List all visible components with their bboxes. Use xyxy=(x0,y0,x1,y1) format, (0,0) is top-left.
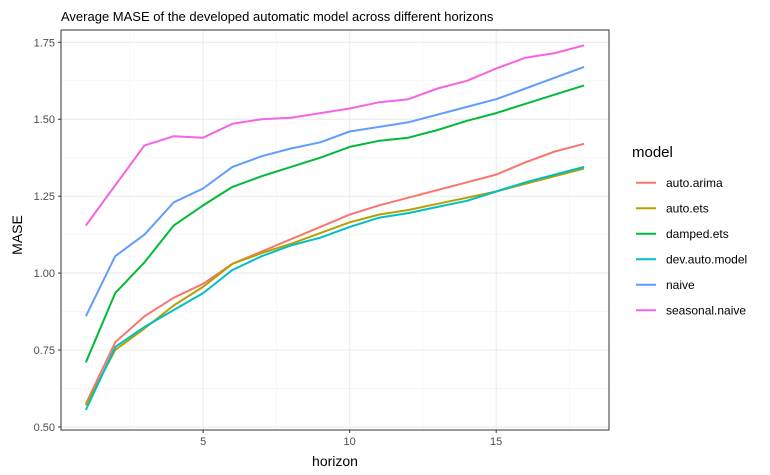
series-line-damped-ets xyxy=(84,84,585,363)
series-line-dev-auto-model xyxy=(84,165,585,411)
series-lines xyxy=(84,44,585,411)
y-axis-label: MASE xyxy=(9,215,25,255)
legend-label: damped.ets xyxy=(666,227,729,241)
y-tick-label: 1.50 xyxy=(34,114,55,126)
y-tick-label: 0.75 xyxy=(34,345,55,357)
x-axis: 5 10 15 xyxy=(200,430,502,448)
plot-panel xyxy=(60,29,610,431)
x-tick-label: 10 xyxy=(344,436,356,448)
panel-border xyxy=(60,29,610,431)
y-tick-label: 1.75 xyxy=(34,37,55,49)
chart-title: Average MASE of the developed automatic … xyxy=(61,9,494,24)
legend-label: auto.ets xyxy=(666,201,709,215)
panel-background xyxy=(61,30,609,430)
series-line-seasonal-naive xyxy=(85,44,585,226)
y-axis: 0.50 0.75 1.00 1.25 1.50 1.75 xyxy=(34,37,61,434)
legend-label: seasonal.naive xyxy=(666,303,746,317)
x-tick-label: 15 xyxy=(490,436,502,448)
legend: model auto.arima auto.ets damped.ets dev.au… xyxy=(632,144,747,317)
x-axis-label: horizon xyxy=(312,453,358,469)
series-line-naive xyxy=(85,65,585,317)
series-line-auto-arima xyxy=(84,142,585,405)
legend-label: auto.arima xyxy=(666,176,723,190)
legend-label: dev.auto.model xyxy=(666,252,747,266)
y-tick-label: 1.25 xyxy=(34,191,55,203)
legend-label: naive xyxy=(666,278,695,292)
y-tick-label: 0.50 xyxy=(34,422,55,434)
legend-title: model xyxy=(632,144,673,161)
x-tick-label: 5 xyxy=(200,436,206,448)
y-tick-label: 1.00 xyxy=(34,268,55,280)
